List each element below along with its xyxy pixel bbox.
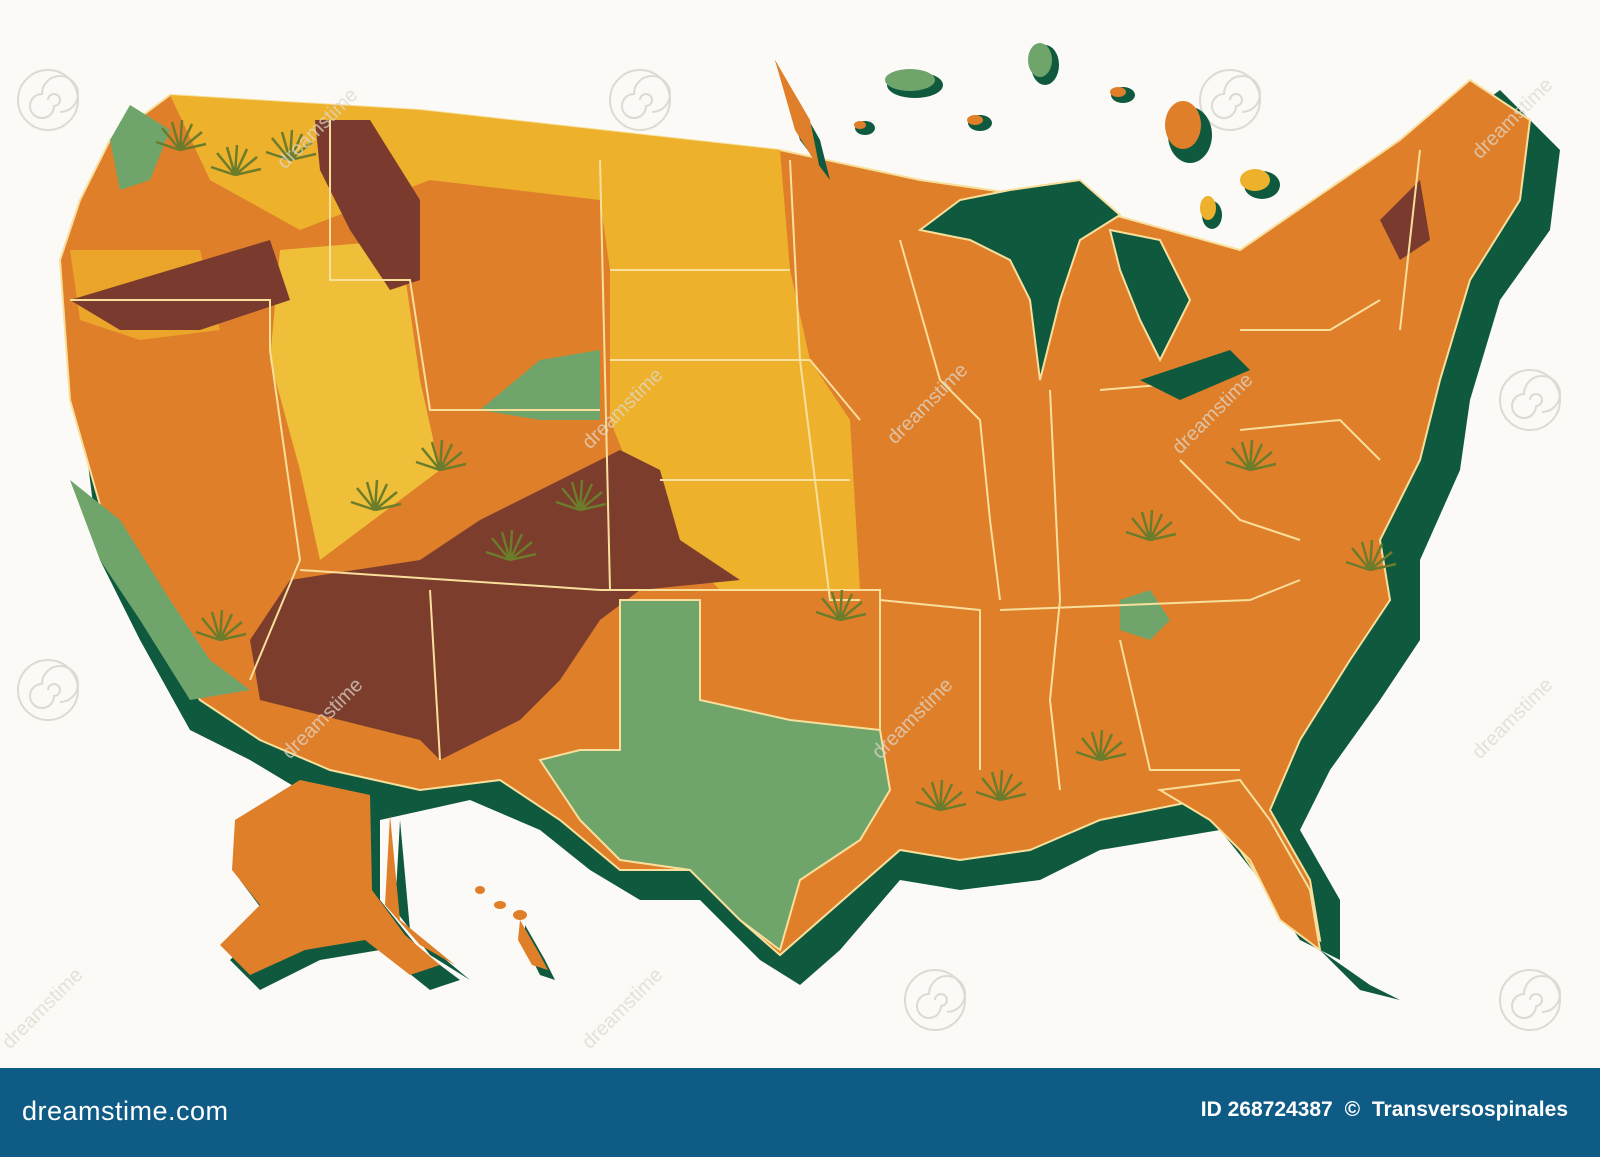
alaska <box>220 780 470 990</box>
footer-bar: dreamstime.com ID 268724387 © Transverso… <box>0 1068 1600 1157</box>
watermark-text: dreamstime <box>578 964 667 1053</box>
brand-logo-text[interactable]: dreamstime.com <box>22 1096 229 1126</box>
spiral-watermark-icon <box>904 969 966 1031</box>
watermark-text: dreamstime <box>1468 674 1557 763</box>
great-lakes <box>917 178 1122 381</box>
region-green-california <box>70 480 250 700</box>
region-green-washington <box>110 105 170 190</box>
region-yellow-basin <box>270 240 440 560</box>
region-green-tennessee <box>1120 590 1170 640</box>
usa-stylized-map: dreamstime dreamstime dreamstime dreamst… <box>0 43 1561 1054</box>
florida-keys-shadow <box>1320 950 1400 1000</box>
region-yellow-plains <box>610 270 860 590</box>
state-borders <box>70 120 1421 791</box>
author-name[interactable]: Transversospinales <box>1371 1098 1568 1121</box>
region-brown-maine <box>1380 180 1430 260</box>
lake-huron <box>1108 228 1192 363</box>
watermark-text: dreamstime <box>0 964 87 1053</box>
islands-north <box>775 43 1280 229</box>
spiral-watermark-icon <box>1499 969 1561 1031</box>
region-brown-northwest <box>70 240 290 330</box>
spiral-watermark-icon <box>1499 369 1561 431</box>
region-green-wyoming <box>480 350 600 420</box>
copyright-symbol: © <box>1344 1098 1361 1121</box>
lake-erie <box>1140 350 1250 400</box>
islands-south <box>475 886 555 980</box>
image-id: ID 268724387 <box>1200 1098 1333 1121</box>
region-brown-idaho <box>315 120 420 290</box>
spiral-watermark-icon <box>17 659 79 721</box>
image-credit: ID 268724387 © Transversospinales <box>1201 1098 1574 1122</box>
map-canvas: dreamstime dreamstime dreamstime dreamst… <box>0 43 1561 1054</box>
spiral-watermark-icon <box>17 69 79 131</box>
region-green-texas <box>538 599 892 952</box>
spiral-watermark-icon <box>609 69 671 131</box>
region-brown-southwest <box>250 450 740 760</box>
